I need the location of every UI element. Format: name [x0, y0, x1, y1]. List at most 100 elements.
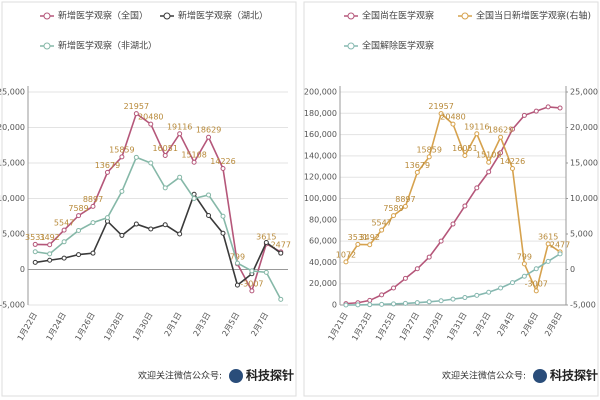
series-line — [35, 112, 282, 293]
panel-frame — [1, 1, 297, 397]
point — [486, 169, 492, 175]
legend-marker — [163, 12, 171, 20]
data-label: 5547 — [54, 219, 74, 228]
point — [76, 252, 82, 258]
y2-tick-label: 10,000 — [570, 194, 598, 203]
data-label: 15108 — [476, 151, 501, 160]
y-tick-label: 40,000 — [309, 258, 337, 267]
point — [162, 185, 168, 191]
data-label: 3492 — [360, 233, 380, 242]
point — [119, 232, 125, 238]
point — [263, 240, 269, 246]
y-tick-label: 5,000 — [2, 230, 25, 239]
y-tick-label: 0 — [20, 265, 25, 274]
point — [191, 196, 197, 201]
point — [90, 203, 96, 209]
legend-label: 全国尚在医学观察 — [362, 10, 434, 22]
point — [557, 251, 563, 257]
data-label: 15859 — [109, 145, 134, 154]
point — [498, 150, 504, 156]
point — [61, 255, 67, 261]
point — [355, 241, 361, 247]
y-tick-label: 120,000 — [304, 173, 337, 182]
point — [206, 213, 212, 219]
point — [402, 203, 408, 209]
data-label: 13679 — [405, 161, 430, 170]
data-label: 13679 — [95, 161, 120, 170]
panel-frame — [303, 1, 599, 397]
point — [426, 254, 432, 260]
data-label: 2477 — [271, 240, 291, 249]
footer-icon — [533, 369, 547, 383]
point — [462, 203, 468, 209]
point — [379, 301, 385, 307]
point — [450, 296, 456, 302]
point — [90, 250, 96, 256]
point — [533, 288, 539, 294]
legend-label: 新增医学观察（非湖北） — [58, 40, 157, 52]
point — [249, 288, 255, 294]
point — [104, 169, 110, 175]
y-tick-label: 180,000 — [304, 109, 337, 118]
point — [545, 104, 551, 110]
point — [343, 302, 349, 308]
y-tick-label: 160,000 — [304, 130, 337, 139]
point — [462, 153, 468, 159]
point — [191, 159, 197, 165]
legend-label: 新增医学观察（湖北） — [178, 10, 268, 22]
footer-text: 欢迎关注微信公众号: — [138, 370, 222, 382]
y2-tick-label: 15,000 — [570, 159, 598, 168]
y-tick-label: 100,000 — [304, 194, 337, 203]
data-label: 8897 — [83, 195, 103, 204]
y-tick-label: 15,000 — [0, 159, 25, 168]
y2-tick-label: -5,000 — [570, 301, 596, 310]
point — [162, 222, 168, 228]
point — [521, 261, 527, 267]
point — [450, 221, 456, 227]
legend-marker — [347, 12, 355, 20]
y-tick-label: 200,000 — [304, 88, 337, 97]
point — [486, 159, 492, 165]
point — [355, 302, 361, 308]
point — [474, 131, 480, 137]
point — [391, 213, 397, 219]
point — [391, 301, 397, 307]
data-label: 16051 — [152, 144, 177, 153]
legend-marker — [43, 42, 51, 50]
data-label: 14226 — [500, 157, 525, 166]
point — [509, 165, 515, 171]
y2-tick-label: 5,000 — [570, 230, 593, 239]
y2-tick-label: 0 — [570, 265, 575, 274]
point — [148, 160, 154, 166]
point — [545, 258, 551, 264]
point — [367, 302, 373, 308]
y2-tick-label: 25,000 — [570, 88, 598, 97]
point — [509, 126, 515, 132]
point — [402, 275, 408, 281]
data-label: -3007 — [525, 279, 548, 288]
point — [177, 174, 183, 180]
point — [379, 292, 385, 298]
y-tick-label: 80,000 — [309, 215, 337, 224]
point — [509, 280, 515, 286]
data-label: 3531 — [348, 233, 368, 242]
point — [61, 227, 67, 233]
point — [474, 185, 480, 191]
y-tick-label: 25,000 — [0, 88, 25, 97]
data-label: 7589 — [383, 204, 403, 213]
data-label: -3007 — [240, 279, 263, 288]
data-label: 799 — [517, 252, 532, 261]
legend-marker — [43, 12, 51, 20]
point — [76, 213, 82, 219]
point — [249, 268, 255, 274]
point — [47, 251, 53, 257]
y-tick-label: 0 — [332, 301, 337, 310]
point — [119, 154, 125, 160]
point — [462, 295, 468, 301]
point — [498, 134, 504, 140]
data-label: 21957 — [124, 102, 149, 111]
legend-label: 全国解除医学观察 — [362, 40, 434, 52]
point — [426, 154, 432, 160]
data-label: 3615 — [538, 232, 558, 241]
